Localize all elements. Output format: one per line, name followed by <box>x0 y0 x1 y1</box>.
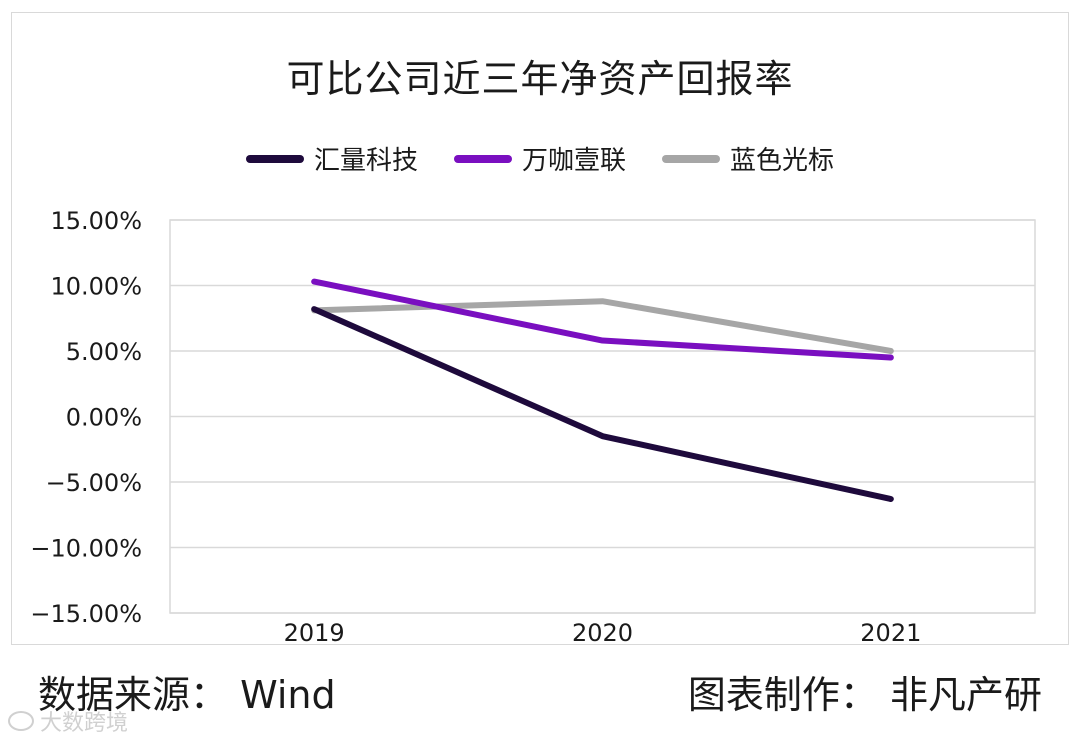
y-tick-label-5: −10.00% <box>30 535 142 563</box>
legend-swatch-2 <box>662 154 720 163</box>
series-line-0 <box>311 306 894 503</box>
x-tick-label-1: 2020 <box>572 619 633 647</box>
legend-label-2: 蓝色光标 <box>730 146 835 176</box>
legend-label-0: 汇量科技 <box>313 146 418 176</box>
legend-label-1: 万咖壹联 <box>521 146 626 176</box>
chart-title: 可比公司近三年净资产回报率 <box>286 57 794 101</box>
y-tick-label-6: −15.00% <box>30 600 142 628</box>
y-tick-label-0: 15.00% <box>50 207 142 235</box>
x-tick-label-2: 2021 <box>860 619 921 647</box>
chart-credit: 图表制作： 非凡产研 <box>687 673 1042 717</box>
y-tick-label-3: 0.00% <box>66 404 142 432</box>
data-source: 数据来源： Wind <box>38 673 336 717</box>
legend-item-2: 蓝色光标 <box>662 140 834 177</box>
legend-item-0: 汇量科技 <box>245 140 418 177</box>
y-tick-label-1: 10.00% <box>50 273 142 301</box>
legend-item-1: 万咖壹联 <box>453 140 626 177</box>
series-line-2 <box>311 298 894 354</box>
series-line-1 <box>311 278 894 361</box>
watermark: 大数跨境 <box>8 705 128 737</box>
y-tick-label-4: −5.00% <box>46 469 142 497</box>
watermark-logo-icon <box>8 711 34 731</box>
y-tick-label-2: 5.00% <box>66 338 142 366</box>
legend-swatch-0 <box>245 154 304 163</box>
legend-swatch-1 <box>453 154 512 163</box>
x-tick-label-0: 2019 <box>284 619 345 647</box>
legend: 汇量科技 万咖壹联 蓝色光标 <box>0 140 1080 177</box>
watermark-text: 大数跨境 <box>40 711 129 736</box>
